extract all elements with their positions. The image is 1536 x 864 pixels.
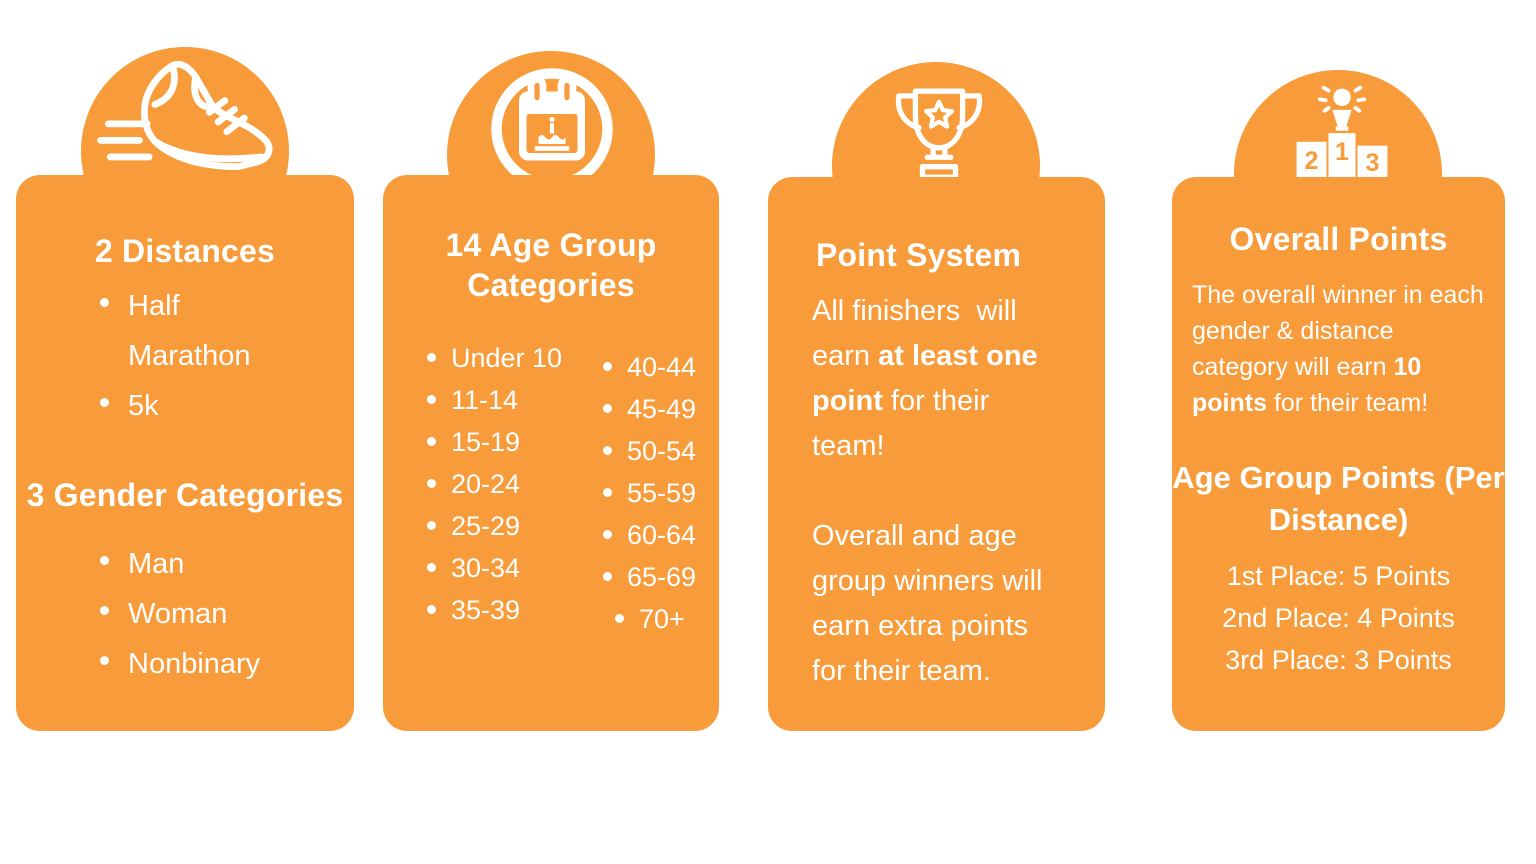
point-system-paragraph-2: Overall and age group winners will earn … — [812, 520, 1051, 687]
paragraph-text: for their team! — [1267, 389, 1429, 417]
card-distances: 2 Distances Half Marathon 5k 3 Gender Ca… — [16, 175, 354, 731]
list-item: 40-44 — [601, 346, 696, 388]
list-item: Man — [98, 539, 288, 589]
list-item: 30-34 — [425, 547, 601, 589]
genders-list: Man Woman Nonbinary — [16, 539, 354, 689]
overall-points-paragraph: The overall winner in each gender & dist… — [1172, 277, 1505, 421]
age-groups-column-1: Under 10 11-14 15-19 20-24 25-29 30-34 3… — [425, 337, 601, 640]
age-group-points-subheading: Age Group Points (Per Distance) — [1172, 460, 1505, 537]
list-item: 11-14 — [425, 379, 601, 421]
age-groups-column-2: 40-44 45-49 50-54 55-59 60-64 65-69 70+ — [601, 337, 696, 640]
list-item: 35-39 — [425, 589, 601, 631]
list-item: 45-49 — [601, 388, 696, 430]
podium-number-1: 1 — [1335, 138, 1349, 166]
paragraph-text: for their team! — [812, 385, 998, 462]
list-item: 55-59 — [601, 472, 696, 514]
list-item: 60-64 — [601, 514, 696, 556]
list-item: 25-29 — [425, 505, 601, 547]
point-system-heading: Point System — [816, 237, 1022, 273]
list-item: 50-54 — [601, 430, 696, 472]
list-item: 65-69 — [601, 556, 696, 598]
list-item: 20-24 — [425, 463, 601, 505]
trophy-icon — [880, 76, 998, 196]
list-item: Nonbinary — [98, 639, 288, 689]
place-points-line: 3rd Place: 3 Points — [1225, 645, 1452, 675]
card-overall-points: Overall Points The overall winner in eac… — [1172, 177, 1505, 731]
list-item: 70+ — [613, 598, 696, 640]
podium-number-3: 3 — [1365, 149, 1379, 177]
list-item: 5k — [98, 381, 288, 431]
podium-number-2: 2 — [1305, 147, 1319, 175]
distances-heading: 2 Distances — [94, 233, 276, 269]
age-groups-columns: Under 10 11-14 15-19 20-24 25-29 30-34 3… — [383, 337, 719, 640]
running-shoe-icon — [90, 52, 286, 188]
list-item: Under 10 — [425, 337, 601, 379]
point-system-paragraph-1: All finishers will earn at least one poi… — [768, 289, 1068, 469]
card-age-groups: 14 Age Group Categories Under 10 11-14 1… — [383, 175, 719, 731]
list-item: Woman — [98, 589, 288, 639]
place-points-line: 1st Place: 5 Points — [1226, 561, 1451, 591]
genders-heading: 3 Gender Categories — [26, 477, 344, 513]
place-points-line: 2nd Place: 4 Points — [1222, 603, 1455, 633]
paragraph-text: All finishers will earn — [812, 295, 1025, 372]
age-groups-heading: 14 Age Group Categories — [445, 227, 657, 303]
card-point-system: Point System All finishers will earn at … — [768, 177, 1105, 731]
list-item: 15-19 — [425, 421, 601, 463]
paragraph-text: The overall winner in each gender & dist… — [1192, 281, 1491, 381]
age-group-points-list: 1st Place: 5 Points 2nd Place: 4 Points … — [1172, 555, 1505, 681]
overall-points-heading: Overall Points — [1229, 221, 1448, 257]
list-item: Half Marathon — [98, 281, 288, 381]
paragraph-bold-text: at least one point — [812, 340, 1046, 417]
distances-list: Half Marathon 5k — [16, 281, 354, 431]
paragraph-bold-text: 10 points — [1192, 353, 1429, 417]
